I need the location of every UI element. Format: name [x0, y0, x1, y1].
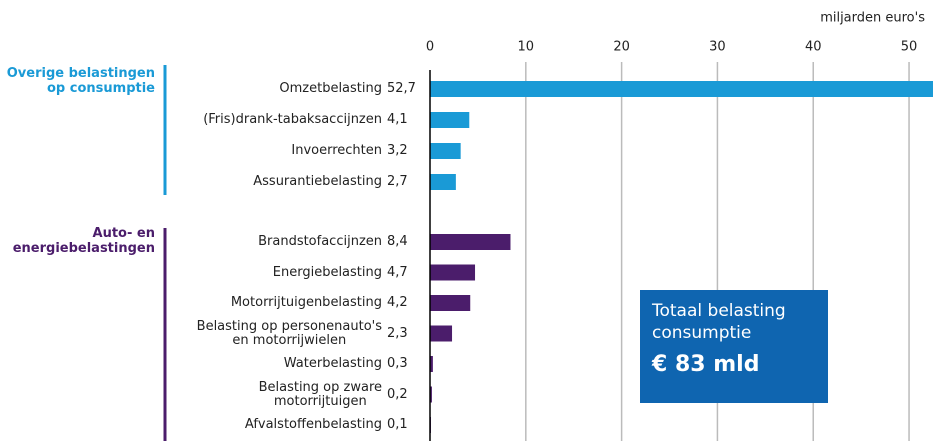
x-tick-label: 50: [901, 40, 918, 55]
value-label: 4,7: [387, 264, 408, 280]
bar: [430, 143, 461, 159]
group-label: Auto- en energiebelastingen: [12, 226, 155, 256]
category-label: Invoerrechten: [291, 143, 382, 158]
category-label: Waterbelasting: [283, 356, 382, 371]
bar: [430, 234, 511, 250]
bar: [430, 264, 476, 281]
category-label: Brandstofaccijnzen: [258, 234, 382, 249]
value-label: 0,1: [387, 417, 408, 432]
value-label: 8,4: [387, 234, 408, 249]
bar: [430, 112, 470, 128]
bar: [430, 386, 432, 403]
total-value: € 83 mld: [652, 352, 760, 377]
value-label: 0,3: [387, 356, 408, 371]
category-label: Belasting op personenauto's en motorrijw…: [196, 318, 382, 348]
category-label: Motorrijtuigenbelasting: [230, 295, 382, 310]
bar: [430, 325, 453, 342]
bar: [430, 295, 471, 311]
value-label: 4,2: [387, 295, 408, 310]
total-box: Totaal belasting consumptie € 83 mld: [640, 290, 828, 403]
x-tick-label: 40: [805, 40, 822, 55]
value-label: 0,2: [387, 386, 408, 402]
bar: [430, 174, 456, 190]
value-label: 52,7: [387, 81, 416, 96]
category-label: Energiebelasting: [272, 264, 382, 280]
x-tick-label: 10: [518, 40, 535, 55]
value-label: 3,2: [387, 143, 408, 158]
axis-label: miljarden euro's: [820, 11, 925, 26]
value-label: 2,3: [387, 325, 408, 341]
category-label: Omzetbelasting: [279, 81, 382, 96]
category-label: Afvalstoffenbelasting: [244, 417, 382, 432]
x-tick-label: 20: [613, 40, 630, 55]
x-tick-label: 0: [426, 40, 434, 55]
x-tick-label: 30: [709, 40, 726, 55]
value-label: 4,1: [387, 112, 408, 127]
total-title: Totaal belasting consumptie: [652, 301, 786, 343]
category-label: (Fris)drank-tabaksaccijnzen: [203, 112, 382, 127]
value-label: 2,7: [387, 174, 408, 189]
bar: [430, 356, 433, 372]
category-label: Assurantiebelasting: [253, 174, 382, 189]
category-label: Belasting op zware motorrijtuigen: [258, 379, 382, 409]
group-label: Overige belastingen op consumptie: [6, 66, 155, 96]
bar: [430, 81, 933, 97]
